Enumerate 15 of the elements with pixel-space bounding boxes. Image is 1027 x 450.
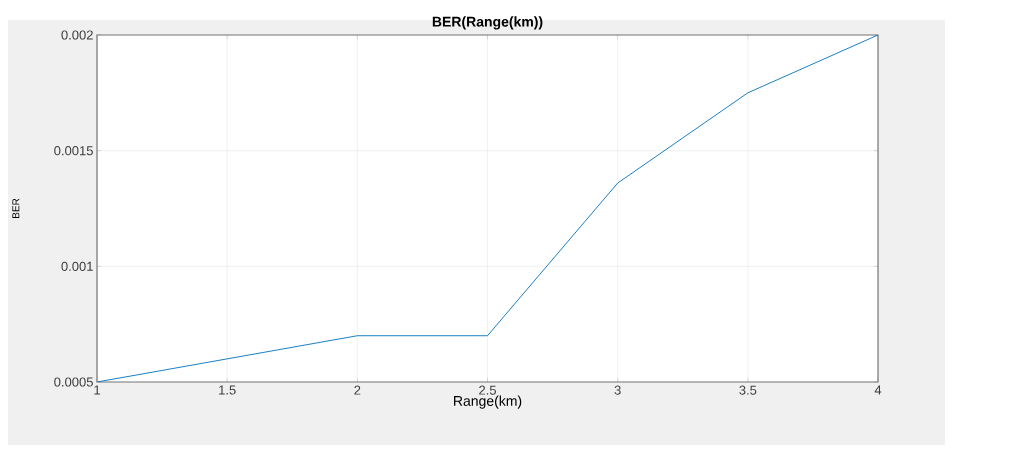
x-tick-label: 1: [94, 385, 100, 395]
chart-title: BER(Range(km)): [432, 16, 543, 30]
x-tick-label: 2: [354, 385, 361, 395]
y-tick-label: 0.002: [61, 30, 93, 40]
line-series: [97, 35, 879, 382]
x-tick-label: 3.5: [739, 385, 757, 395]
x-tick-label: 4: [874, 385, 882, 395]
x-tick-label: 3: [614, 385, 621, 395]
y-axis-title: BER: [12, 198, 20, 218]
x-tick-label: 1.5: [219, 385, 236, 395]
y-tick-label: 0.001: [61, 261, 93, 271]
x-axis-title: Range(km): [454, 395, 522, 409]
y-tick-label: 0.0015: [54, 146, 93, 156]
x-tick-label: 2.5: [479, 385, 496, 395]
y-tick-label: 0.0005: [54, 377, 93, 387]
